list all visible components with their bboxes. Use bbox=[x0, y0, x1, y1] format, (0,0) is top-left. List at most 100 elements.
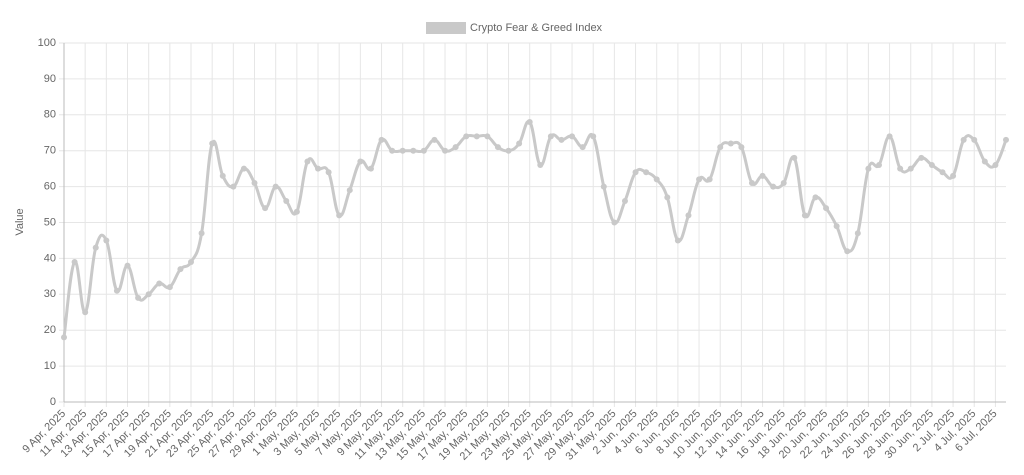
point bbox=[367, 165, 374, 172]
point bbox=[452, 144, 459, 151]
point bbox=[399, 147, 406, 154]
y-tick-label: 90 bbox=[44, 73, 56, 85]
point bbox=[82, 309, 89, 316]
point bbox=[516, 140, 523, 147]
point bbox=[420, 147, 427, 154]
point bbox=[801, 212, 808, 219]
point bbox=[113, 287, 120, 294]
point bbox=[240, 165, 247, 172]
point bbox=[717, 144, 724, 151]
point bbox=[92, 244, 99, 251]
point bbox=[103, 237, 110, 244]
point bbox=[664, 194, 671, 201]
y-tick-label: 20 bbox=[44, 324, 56, 336]
point bbox=[727, 140, 734, 147]
point bbox=[854, 230, 861, 237]
point bbox=[283, 197, 290, 204]
point bbox=[304, 158, 311, 165]
point bbox=[992, 162, 999, 169]
point bbox=[950, 172, 957, 179]
y-tick-label: 100 bbox=[38, 37, 56, 49]
point bbox=[569, 133, 576, 140]
y-tick-label: 60 bbox=[44, 181, 56, 193]
point bbox=[770, 183, 777, 190]
point bbox=[865, 165, 872, 172]
point bbox=[357, 158, 364, 165]
point bbox=[844, 248, 851, 255]
point bbox=[135, 294, 142, 301]
point bbox=[71, 258, 78, 265]
point bbox=[378, 136, 385, 143]
point bbox=[177, 266, 184, 273]
point bbox=[505, 147, 512, 154]
point bbox=[547, 133, 554, 140]
point bbox=[230, 183, 237, 190]
point bbox=[325, 169, 332, 176]
point bbox=[812, 194, 819, 201]
point bbox=[590, 133, 597, 140]
y-tick-label: 0 bbox=[50, 396, 56, 408]
line bbox=[62, 119, 1008, 338]
point bbox=[928, 162, 935, 169]
point bbox=[188, 258, 195, 265]
point bbox=[643, 169, 650, 176]
point bbox=[759, 172, 766, 179]
point bbox=[886, 133, 893, 140]
point bbox=[600, 183, 607, 190]
point bbox=[939, 169, 946, 176]
point bbox=[706, 176, 713, 183]
point bbox=[907, 165, 914, 172]
point bbox=[632, 169, 639, 176]
point bbox=[611, 219, 618, 226]
legend-swatch bbox=[426, 22, 466, 34]
point bbox=[738, 144, 745, 151]
point bbox=[315, 165, 322, 172]
y-tick-label: 50 bbox=[44, 216, 56, 228]
point bbox=[198, 230, 205, 237]
point bbox=[145, 291, 152, 298]
point bbox=[389, 147, 396, 154]
point bbox=[960, 136, 967, 143]
point bbox=[653, 176, 660, 183]
point bbox=[696, 176, 703, 183]
point bbox=[621, 197, 628, 204]
point bbox=[336, 212, 343, 219]
point bbox=[791, 154, 798, 161]
point bbox=[251, 180, 258, 187]
point bbox=[272, 183, 279, 190]
point bbox=[494, 144, 501, 151]
point bbox=[537, 162, 544, 169]
legend-label: Crypto Fear & Greed Index bbox=[470, 22, 603, 34]
point bbox=[346, 187, 353, 194]
point bbox=[833, 223, 840, 230]
y-axis-label: Value bbox=[14, 208, 26, 235]
point bbox=[219, 172, 226, 179]
point bbox=[685, 212, 692, 219]
y-tick-label: 80 bbox=[44, 109, 56, 121]
point bbox=[484, 133, 491, 140]
point bbox=[674, 237, 681, 244]
y-tick-label: 40 bbox=[44, 252, 56, 264]
point bbox=[875, 162, 882, 169]
point bbox=[209, 140, 216, 147]
point bbox=[823, 205, 830, 212]
point bbox=[473, 133, 480, 140]
point bbox=[124, 262, 131, 269]
y-tick-label: 70 bbox=[44, 145, 56, 157]
y-tick-label: 10 bbox=[44, 360, 56, 372]
point bbox=[410, 147, 417, 154]
point bbox=[431, 136, 438, 143]
y-tick-label: 30 bbox=[44, 288, 56, 300]
point bbox=[156, 280, 163, 287]
point bbox=[971, 136, 978, 143]
point bbox=[1003, 136, 1009, 143]
point bbox=[748, 180, 755, 187]
point bbox=[918, 154, 925, 161]
point bbox=[558, 136, 565, 143]
point bbox=[293, 208, 300, 215]
point bbox=[981, 158, 988, 165]
point bbox=[526, 118, 533, 125]
point bbox=[442, 147, 449, 154]
point bbox=[166, 284, 173, 291]
